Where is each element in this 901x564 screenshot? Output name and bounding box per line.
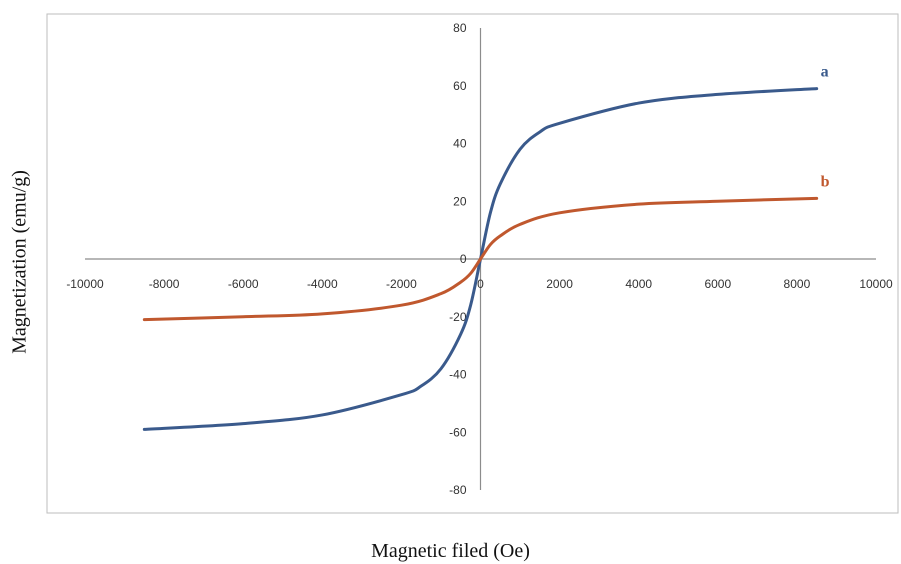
x-axis-title: Magnetic filed (Oe) xyxy=(371,540,530,562)
y-tick-label: -80 xyxy=(449,483,467,497)
x-tick-label: 4000 xyxy=(625,277,652,291)
y-tick-label: 40 xyxy=(453,137,467,151)
tick-labels: -10000 -8000 -6000 -4000 -2000 0 2000 4000 6000 8… xyxy=(66,21,893,497)
x-tick-label: -6000 xyxy=(228,277,259,291)
x-tick-label: 2000 xyxy=(546,277,573,291)
plot-frame xyxy=(46,13,899,514)
y-tick-label: -20 xyxy=(449,310,467,324)
y-tick-label: -60 xyxy=(449,425,467,439)
x-tick-label: 10000 xyxy=(859,277,893,291)
y-tick-label: 60 xyxy=(453,79,467,93)
x-tick-label: -10000 xyxy=(66,277,104,291)
x-tick-label: 8000 xyxy=(784,277,811,291)
x-tick-label: -4000 xyxy=(307,277,338,291)
y-tick-label: 0 xyxy=(460,252,467,266)
series-label-b: b xyxy=(821,173,830,190)
x-tick-label: -8000 xyxy=(149,277,180,291)
x-tick-label: 0 xyxy=(477,277,484,291)
x-tick-label: -2000 xyxy=(386,277,417,291)
y-tick-label: 20 xyxy=(453,194,467,208)
x-tick-label: 6000 xyxy=(704,277,731,291)
series-lines xyxy=(142,87,819,431)
y-tick-label: -40 xyxy=(449,368,467,382)
series-line-b xyxy=(142,196,819,322)
y-tick-label: 80 xyxy=(453,21,467,35)
series-labels: ab xyxy=(821,64,830,191)
series-label-a: a xyxy=(821,64,829,81)
